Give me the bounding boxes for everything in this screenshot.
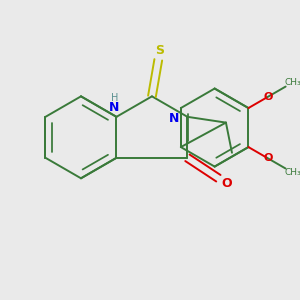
Text: S: S <box>155 44 164 57</box>
Text: O: O <box>221 177 232 190</box>
Text: O: O <box>263 153 273 163</box>
Text: N: N <box>109 101 120 114</box>
Text: H: H <box>111 93 118 103</box>
Text: N: N <box>169 112 180 125</box>
Text: O: O <box>263 92 273 102</box>
Text: CH₃: CH₃ <box>284 78 300 87</box>
Text: CH₃: CH₃ <box>284 168 300 177</box>
